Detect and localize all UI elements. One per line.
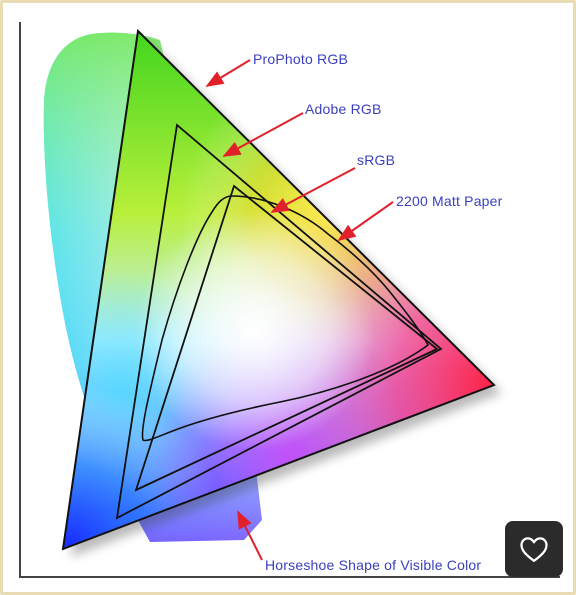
adobe-rgb-triangle [115,123,443,520]
srgb-arrow [270,167,356,213]
label-srgb: sRGB [357,152,396,168]
label-adobe-rgb: Adobe RGB [305,101,382,117]
horseshoe-arrow [237,510,263,561]
prophoto-triangle [61,28,496,551]
heart-outline-icon [520,537,548,562]
label-2200-matt-paper: 2200 Matt Paper [396,193,503,209]
favorite-button[interactable] [505,521,563,577]
matt-paper-arrow [337,201,394,242]
srgb-triangle [134,184,439,492]
matt-paper-gamut [141,195,430,442]
label-horseshoe: Horseshoe Shape of Visible Color [265,557,482,573]
prophoto-arrow [205,59,251,87]
adobe-rgb-arrow [222,112,304,157]
label-prophoto-rgb: ProPhoto RGB [253,51,348,67]
